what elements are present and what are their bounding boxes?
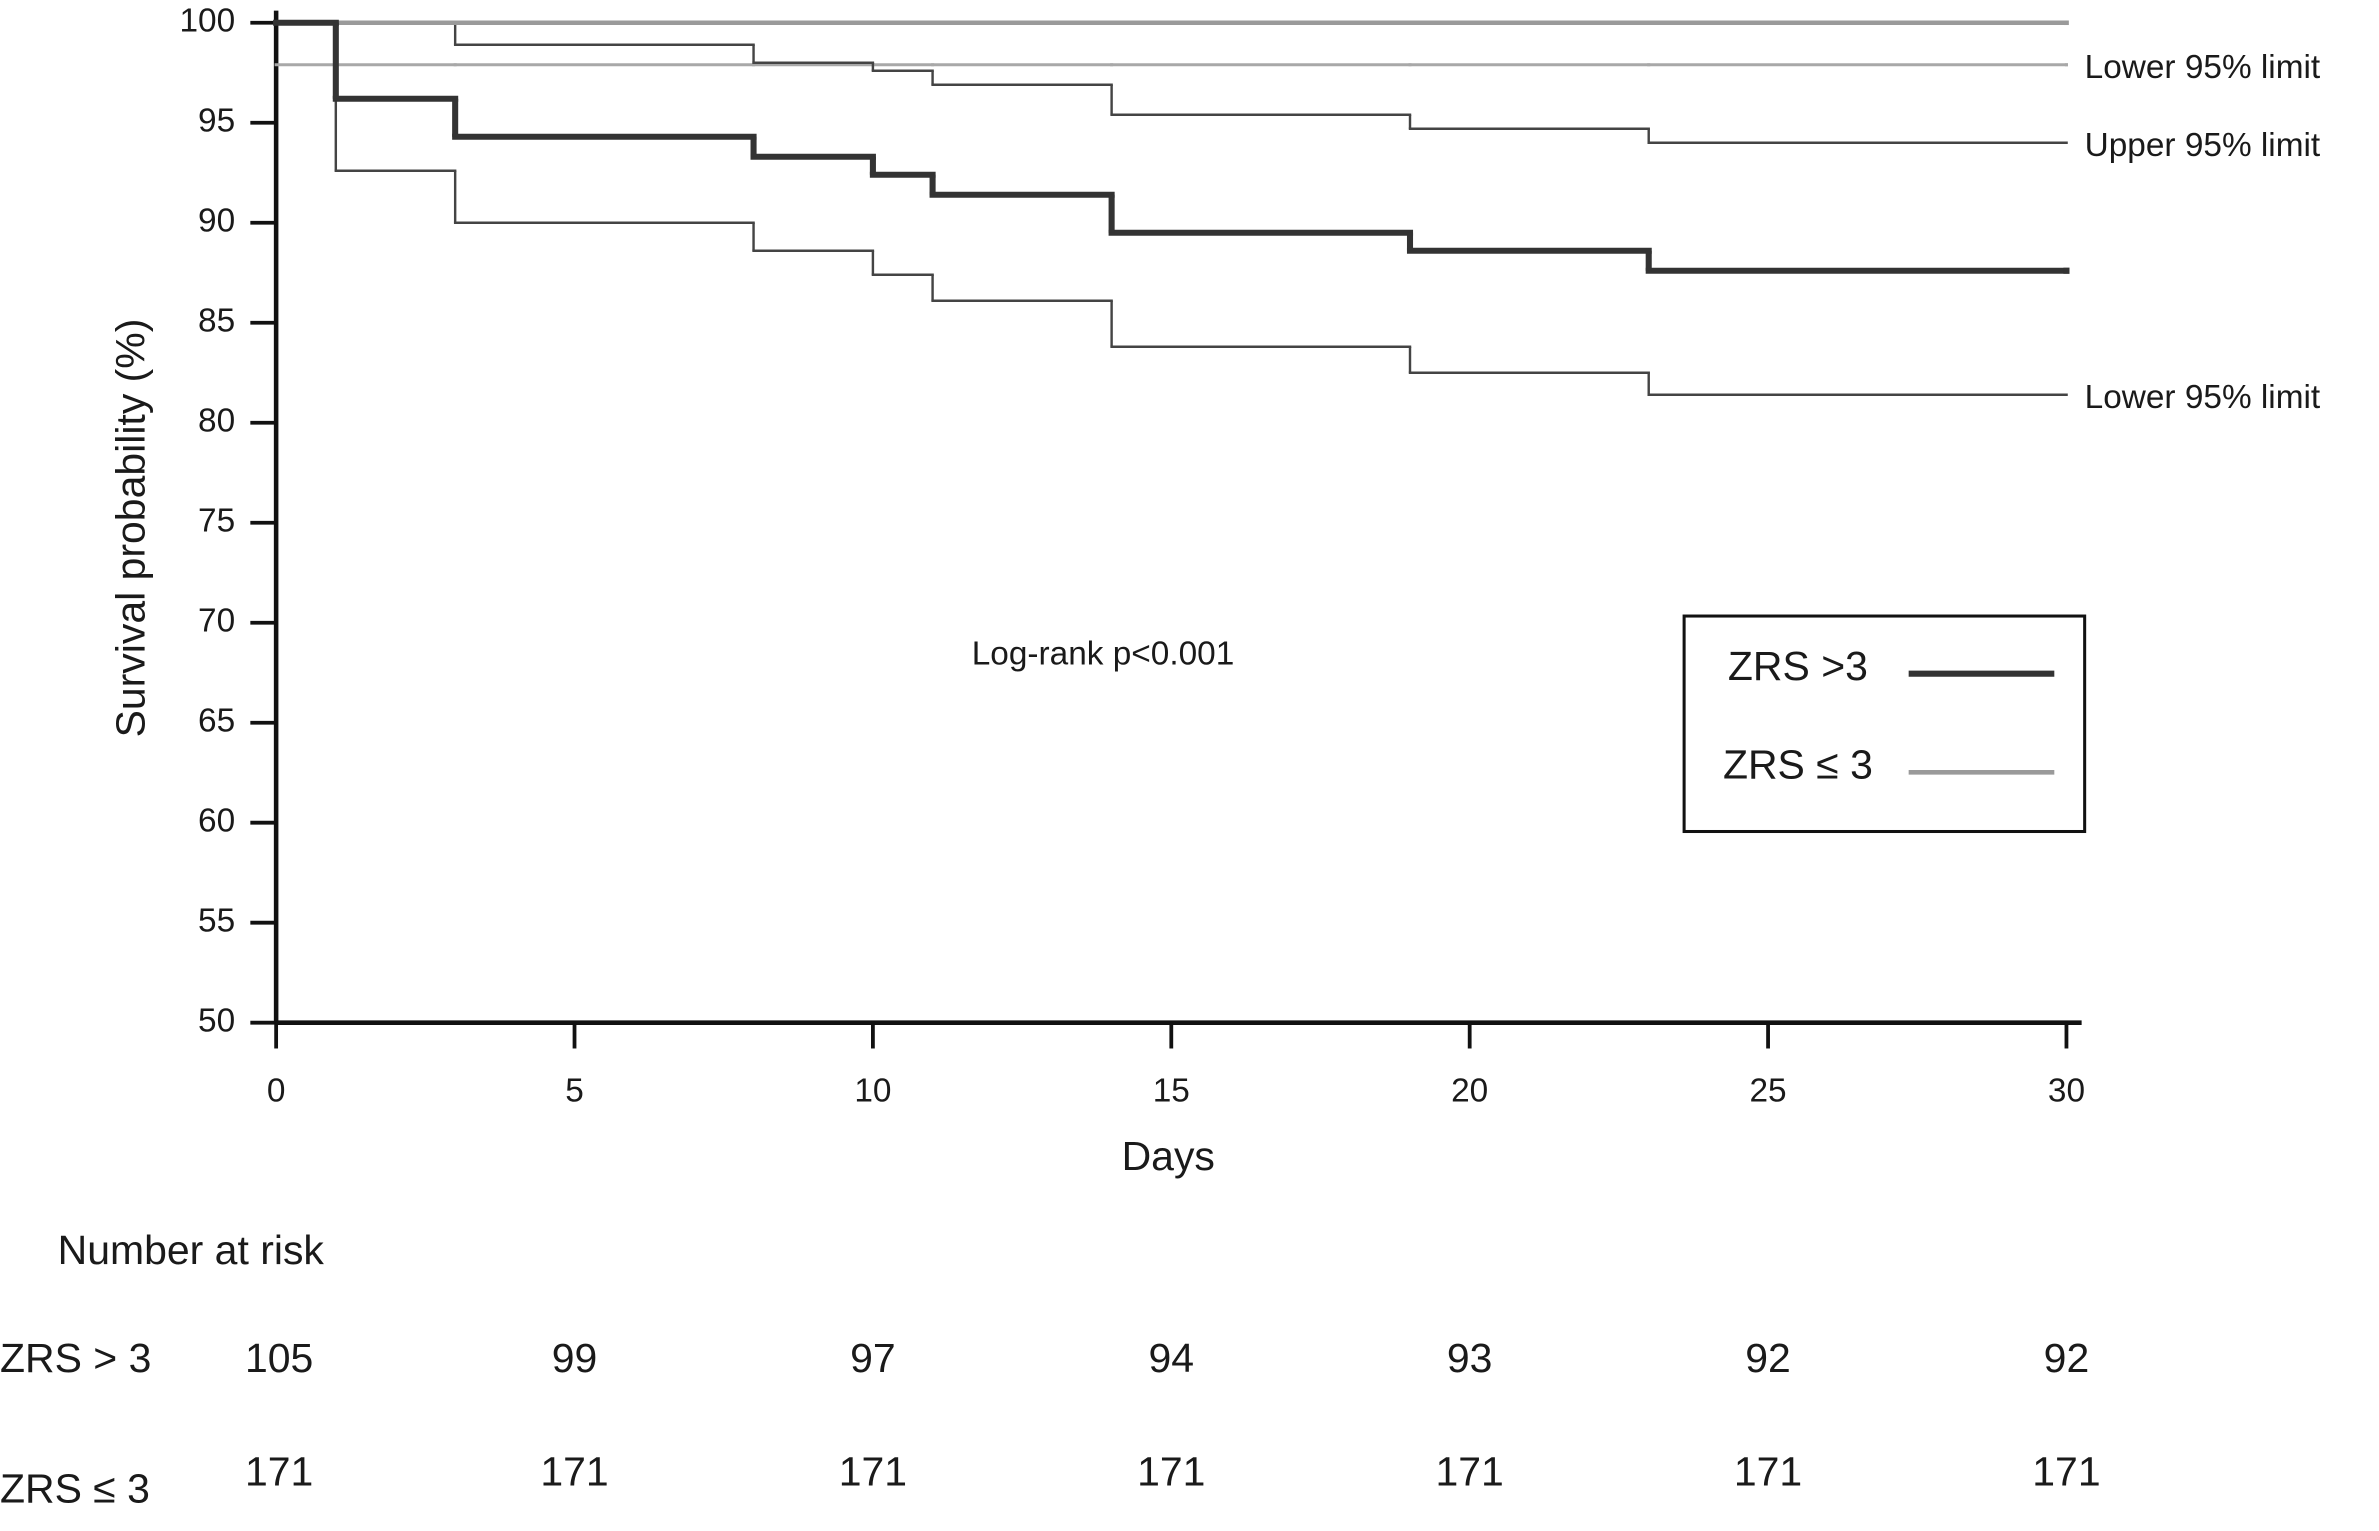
risk-count: 94: [1149, 1335, 1195, 1381]
y-tick-label: 75: [198, 503, 235, 540]
legend-box: [1682, 614, 2087, 834]
ci-label: Lower 95% limit: [2085, 49, 2321, 86]
legend-label: ZRS >3: [1728, 643, 1868, 689]
risk-row-label: ZRS ≤ 3: [0, 1465, 150, 1511]
y-tick-label: 55: [198, 903, 235, 940]
x-axis-label: Days: [1122, 1133, 1215, 1179]
annotation: Log-rank p<0.001: [972, 635, 1235, 672]
risk-count: 93: [1447, 1335, 1493, 1381]
risk-count: 171: [839, 1449, 907, 1495]
y-tick-label: 65: [198, 703, 235, 740]
risk-count: 171: [1734, 1449, 1802, 1495]
y-tick-label: 60: [198, 803, 235, 840]
x-tick-label: 20: [1451, 1072, 1488, 1109]
legend-label: ZRS ≤ 3: [1723, 742, 1873, 788]
ci-label: Lower 95% limit: [2085, 379, 2321, 416]
risk-count: 171: [1436, 1449, 1504, 1495]
y-axis-label: Survival probability (%): [107, 319, 153, 738]
risk-count: 171: [1137, 1449, 1205, 1495]
risk-count: 105: [245, 1335, 313, 1381]
x-tick-label: 25: [1750, 1072, 1787, 1109]
y-tick-label: 90: [198, 203, 235, 240]
x-tick-label: 10: [854, 1072, 891, 1109]
x-tick-label: 15: [1153, 1072, 1190, 1109]
x-tick-label: 0: [267, 1072, 286, 1109]
risk-table-title: Number at risk: [58, 1227, 325, 1273]
risk-count: 99: [552, 1335, 598, 1381]
ci-label: Upper 95% limit: [2085, 127, 2321, 164]
risk-count: 92: [2044, 1335, 2090, 1381]
y-tick-label: 70: [198, 603, 235, 640]
risk-count: 92: [1745, 1335, 1791, 1381]
y-tick-label: 100: [179, 3, 235, 40]
y-tick-label: 95: [198, 103, 235, 140]
risk-count: 171: [2032, 1449, 2100, 1495]
risk-row-label: ZRS > 3: [0, 1335, 151, 1381]
y-tick-label: 50: [198, 1003, 235, 1040]
y-tick-label: 85: [198, 303, 235, 340]
x-tick-label: 30: [2048, 1072, 2085, 1109]
x-tick-label: 5: [565, 1072, 584, 1109]
risk-count: 171: [245, 1449, 313, 1495]
risk-count: 171: [540, 1449, 608, 1495]
y-tick-label: 80: [198, 403, 235, 440]
risk-count: 97: [850, 1335, 896, 1381]
